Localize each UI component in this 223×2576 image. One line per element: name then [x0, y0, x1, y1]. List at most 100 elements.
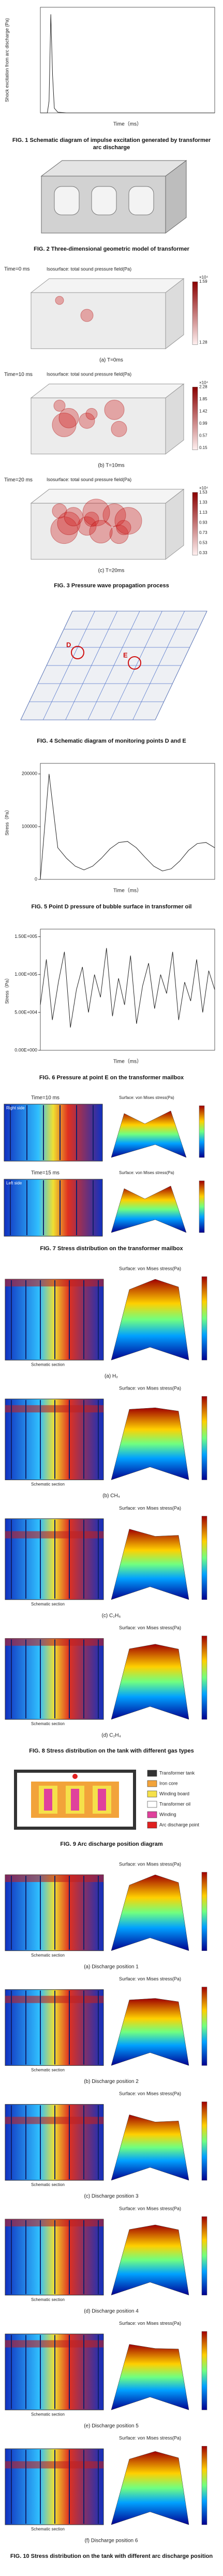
colorbar-label: 0.57 [199, 433, 207, 438]
legend-swatch [147, 1790, 157, 1798]
panel-time: Time=15 ms [31, 1170, 60, 1176]
model-side [165, 160, 187, 234]
legend-swatch [147, 1801, 157, 1808]
pressure-blob [114, 507, 142, 535]
colorbar-label: 0.93 [199, 520, 207, 525]
colorbar [201, 1516, 207, 1600]
monitor-label: E [123, 651, 128, 659]
colorbar-label: 1.59 [199, 279, 207, 284]
colorbar [199, 1180, 205, 1233]
schematic-note: Schematic section [31, 2412, 65, 2416]
panel-sub: (a) T=0ms [99, 357, 123, 363]
panel-sub: (a) H₂ [105, 1373, 118, 1379]
colorbar [201, 2216, 207, 2295]
panel-sub: (d) Discharge position 4 [84, 2308, 139, 2314]
colorbar-label: 0.99 [199, 421, 207, 426]
pressure-blob [82, 499, 110, 527]
domain-box [30, 489, 185, 504]
colorbar-label: 1.13 [199, 510, 207, 515]
panel-title: Surface: von Mises stress(Pa) [119, 2206, 181, 2211]
figure-caption: FIG. 7 Stress distribution on the transf… [40, 1246, 183, 1252]
schematic-note: Schematic section [31, 2527, 65, 2531]
colorbar [192, 387, 198, 450]
legend-swatch [147, 1770, 157, 1777]
pressure-blob [104, 399, 125, 420]
colorbar-label: ×10⁴ [199, 380, 209, 385]
schematic-note: Schematic section [31, 1721, 65, 1726]
stress-surface [111, 1110, 187, 1158]
colorbar [201, 1872, 207, 1951]
stress-surface [111, 1279, 189, 1361]
panel-title: Surface: von Mises stress(Pa) [119, 2091, 181, 2096]
panel-sub: (c) T=20ms [98, 568, 125, 574]
discharge-point [72, 1774, 78, 1779]
stress-surface [111, 1529, 189, 1600]
schematic-note: Schematic section [31, 2067, 65, 2072]
model-face [40, 160, 187, 177]
panel-title: Surface: von Mises stress(Pa) [119, 1170, 174, 1175]
colorbar-label: ×10⁴ [199, 486, 209, 490]
panel-title: Surface: von Mises stress(Pa) [119, 1266, 181, 1271]
panel-sub: (c) C₂H₆ [102, 1613, 121, 1618]
panel-title: Surface: von Mises stress(Pa) [119, 1861, 181, 1866]
pressure-blob [80, 309, 94, 322]
panel-title: Surface: von Mises stress(Pa) [119, 1095, 174, 1100]
stress-surface [111, 1998, 189, 2066]
y-tick-label: 1.50E+005 [14, 934, 37, 939]
figure-caption: FIG. 5 Point D pressure of bubble surfac… [31, 904, 192, 910]
figure-caption: FIG. 3 Pressure wave propagation process [54, 583, 169, 589]
legend-label: Arc discharge point [159, 1822, 200, 1827]
legend-label: Winding board [159, 1791, 189, 1796]
y-tick-label: 100000 [22, 824, 37, 829]
figure-caption: FIG. 2 Three-dimensional geometric model… [34, 246, 189, 252]
colorbar-label: 1.53 [199, 490, 207, 495]
panel-sub: (b) Discharge position 2 [84, 2079, 139, 2085]
pressure-blob [52, 503, 67, 519]
model-window [54, 186, 80, 215]
panel-title: Surface: von Mises stress(Pa) [119, 2321, 181, 2326]
pressure-blob [53, 399, 66, 412]
colorbar-label: 2.28 [199, 384, 207, 389]
pressure-blob [116, 520, 131, 536]
mesh-line [155, 611, 207, 720]
panel-title: Surface: von Mises stress(Pa) [119, 1506, 181, 1511]
colorbar-label: 0.73 [199, 530, 207, 535]
data-line [40, 948, 215, 1028]
transformer-model [40, 160, 187, 234]
legend-label: Iron core [159, 1781, 178, 1786]
data-line [40, 774, 215, 880]
panel-time: Time=20 ms [4, 477, 33, 483]
diagram-winding [71, 1789, 79, 1811]
stress-surface [111, 1644, 189, 1720]
stress-surface [111, 1185, 187, 1233]
colorbar [192, 281, 198, 345]
pressure-blob [52, 412, 77, 437]
legend-label: Winding [159, 1812, 176, 1817]
stress-surface [111, 2344, 189, 2410]
side-label: Right side [6, 1106, 25, 1110]
pressure-blob [55, 296, 64, 305]
domain-box [30, 278, 185, 293]
panel-time: Time=10 ms [4, 372, 33, 378]
colorbar-label: 1.85 [199, 397, 207, 401]
legend-swatch [147, 1821, 157, 1829]
panel-sub: (f) Discharge position 6 [85, 2538, 138, 2544]
pressure-blob [111, 421, 127, 437]
schematic-note: Schematic section [31, 1602, 65, 1607]
domain-side [165, 278, 184, 350]
figure-caption: FIG. 9 Arc discharge position diagram [60, 1841, 163, 1847]
figure-caption: FIG. 1 Schematic diagram of impulse exci… [12, 137, 211, 151]
colorbar [201, 1276, 207, 1361]
colorbar [201, 1987, 207, 2066]
pressure-blob [64, 507, 83, 527]
figure-caption: FIG. 4 Schematic diagram of monitoring p… [37, 738, 186, 744]
plot-frame [40, 929, 215, 1051]
panel-title: Isosurface: total sound pressure field(P… [47, 372, 131, 377]
colorbar-label: 1.33 [199, 500, 207, 504]
tank-image [4, 1104, 103, 1162]
monitor-label: D [66, 641, 71, 648]
side-label: Left side [6, 1181, 22, 1185]
pressure-blob [50, 516, 78, 544]
pressure-blob [84, 512, 99, 527]
